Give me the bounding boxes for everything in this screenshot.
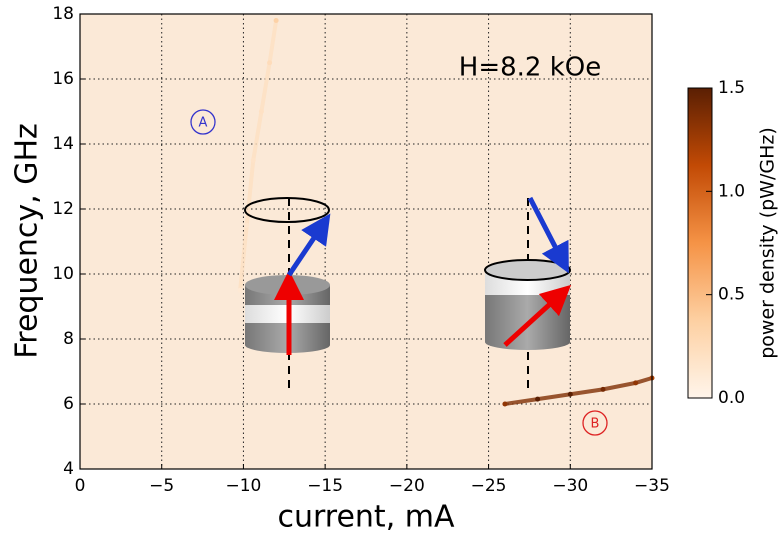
y-axis-label: Frequency, GHz: [10, 123, 45, 359]
traces: [237, 18, 655, 407]
trace-point: [567, 391, 573, 397]
plot-frame: [79, 13, 653, 470]
trace-point: [273, 18, 279, 23]
colorbar-tick-label: 0.0: [718, 388, 745, 408]
y-tick-label: 10: [52, 264, 74, 284]
y-tick-label: 12: [52, 199, 74, 219]
x-tick-label: 0: [75, 476, 86, 496]
colorbar-label: power density (pW/GHz): [757, 127, 779, 359]
x-tick-label: −20: [389, 476, 425, 496]
trace-point: [267, 60, 273, 66]
colorbar-tick-label: 1.0: [718, 181, 745, 201]
y-tick-label: 4: [63, 459, 74, 479]
marker-a-label: A: [199, 116, 208, 131]
x-tick-label: −30: [552, 476, 588, 496]
sketch-left: [244, 197, 331, 390]
marker-b: [582, 410, 608, 436]
marker-a: [190, 109, 216, 135]
y-tick-label: 8: [63, 329, 74, 349]
trace-point: [250, 157, 256, 163]
x-tick-label: −15: [307, 476, 343, 496]
sketch-right: [484, 196, 572, 390]
x-tick-label: −5: [149, 476, 174, 496]
x-tick-label: −10: [225, 476, 261, 496]
trace-line: [502, 376, 654, 406]
trace-point: [237, 287, 243, 293]
trace-point: [535, 396, 541, 402]
colorbar: [687, 87, 713, 399]
marker-b-label: B: [591, 417, 600, 432]
x-axis-label: current, mA: [277, 500, 455, 535]
y-tick-label: 14: [52, 134, 74, 154]
trace-line: [238, 18, 279, 293]
colorbar-tick-label: 0.5: [718, 285, 745, 305]
trace-point: [244, 222, 250, 228]
trace-point: [258, 109, 264, 114]
y-tick-label: 18: [52, 4, 74, 24]
trace-point: [502, 401, 508, 407]
trace-point: [600, 386, 606, 392]
field-annotation: H=8.2 kOe: [459, 53, 601, 83]
colorbar-tick-label: 1.5: [718, 78, 745, 98]
trace-point: [633, 380, 639, 386]
x-tick-label: −35: [634, 476, 670, 496]
x-tick-label: −25: [471, 476, 507, 496]
y-tick-label: 16: [52, 69, 74, 89]
y-tick-label: 6: [63, 394, 74, 414]
